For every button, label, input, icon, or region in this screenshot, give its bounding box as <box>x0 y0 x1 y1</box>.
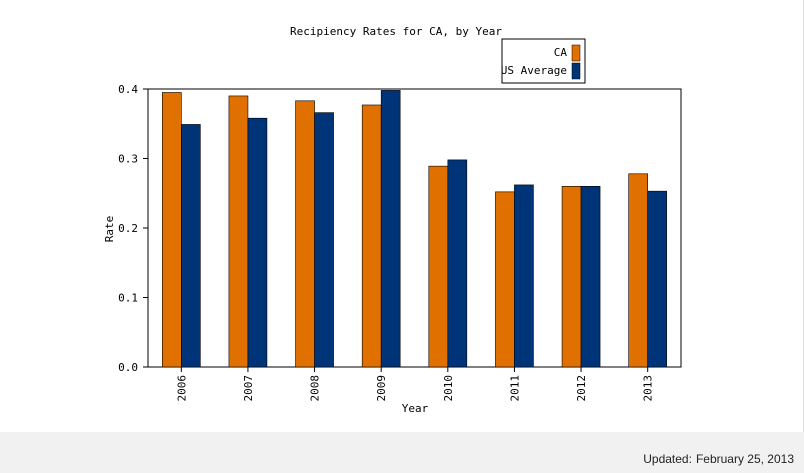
x-tick-labels: 2006 2007 2008 2009 2010 2011 2012 2013 <box>175 375 654 402</box>
bar-ca-2011 <box>495 191 515 368</box>
updated-label: Updated: <box>643 452 692 466</box>
bar-ca-2007 <box>228 95 249 368</box>
bar-us-average-2013 <box>647 190 667 368</box>
legend-box <box>501 38 586 84</box>
chart: Recipiency Rates for CA, by Year CA US A… <box>103 25 682 415</box>
bar-us-average-2012 <box>580 186 601 368</box>
bar-us-average-2008 <box>314 112 334 368</box>
bar-ca-2012 <box>561 186 582 368</box>
bar-us-average-2010 <box>447 159 468 368</box>
y-axis-label: Rate <box>103 216 116 243</box>
updated-note: Updated: February 25, 2013 <box>643 452 794 466</box>
bar-ca-2008 <box>295 100 315 368</box>
legend-label-us-average: US Average <box>501 64 567 77</box>
y-tick-label: 0.0 <box>118 361 138 374</box>
x-axis-label: Year <box>402 402 429 415</box>
x-tick-label: 2007 <box>242 375 255 402</box>
bar-ca-2009 <box>361 104 382 368</box>
bar-us-average-2011 <box>514 184 534 368</box>
bars <box>162 90 667 368</box>
bar-ca-2006 <box>162 92 182 368</box>
y-tick-label: 0.3 <box>118 153 138 166</box>
y-tick-labels: 0.0 0.1 0.2 0.3 0.4 <box>118 83 138 374</box>
legend-label-ca: CA <box>554 46 568 59</box>
chart-title: Recipiency Rates for CA, by Year <box>290 25 502 38</box>
updated-date: February 25, 2013 <box>695 452 794 466</box>
bar-us-average-2007 <box>247 117 268 368</box>
y-tick-label: 0.2 <box>118 222 138 235</box>
plot-axes <box>143 88 682 372</box>
plot-frame <box>147 88 682 368</box>
x-tick-label: 2010 <box>442 375 455 402</box>
x-tick-label: 2006 <box>175 375 188 402</box>
bar-us-average-2006 <box>181 124 201 368</box>
bar-ca-2010 <box>428 165 449 368</box>
y-tick-label: 0.4 <box>118 83 138 96</box>
y-tick-label: 0.1 <box>118 292 138 305</box>
x-tick-label: 2011 <box>508 375 521 402</box>
x-tick-label: 2008 <box>309 375 322 402</box>
legend: CA US Average <box>501 38 586 84</box>
legend-swatch-ca <box>571 44 581 62</box>
x-tick-label: 2009 <box>375 375 388 402</box>
chart-panel: Recipiency Rates for CA, by Year CA US A… <box>0 0 804 432</box>
x-tick-label: 2012 <box>575 375 588 402</box>
x-tick-label: 2013 <box>642 375 655 402</box>
bar-us-average-2009 <box>380 90 401 368</box>
bar-ca-2013 <box>628 173 648 368</box>
legend-swatch-us-average <box>571 62 581 80</box>
